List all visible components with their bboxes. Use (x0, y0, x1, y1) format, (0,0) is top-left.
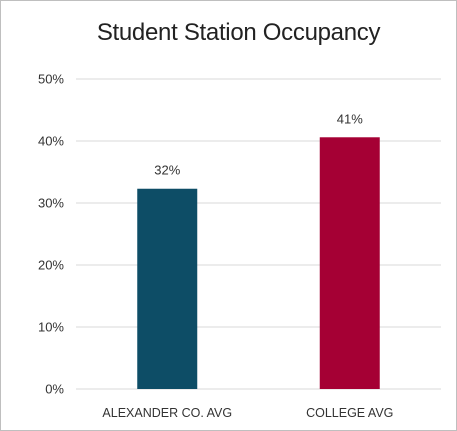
category-label-0: ALEXANDER CO. AVG (102, 406, 232, 420)
y-tick-label: 0% (45, 382, 64, 397)
bar-0 (137, 188, 198, 389)
category-labels: ALEXANDER CO. AVG COLLEGE AVG (102, 406, 393, 420)
data-label-0: 32% (154, 163, 180, 178)
y-tick-label: 50% (38, 72, 64, 87)
y-tick-label: 30% (38, 196, 64, 211)
y-tick-label: 20% (38, 258, 64, 273)
bars (137, 137, 380, 389)
data-labels: 32% 41% (154, 111, 363, 177)
data-label-1: 41% (337, 111, 363, 126)
category-label-1: COLLEGE AVG (306, 406, 393, 420)
y-tick-label: 40% (38, 134, 64, 149)
gridlines (76, 78, 441, 390)
y-tick-label: 10% (38, 320, 64, 335)
y-tick-labels: 0% 10% 20% 30% 40% 50% (38, 72, 64, 397)
chart-title: Student Station Occupancy (96, 19, 381, 46)
bar-1 (319, 137, 380, 389)
